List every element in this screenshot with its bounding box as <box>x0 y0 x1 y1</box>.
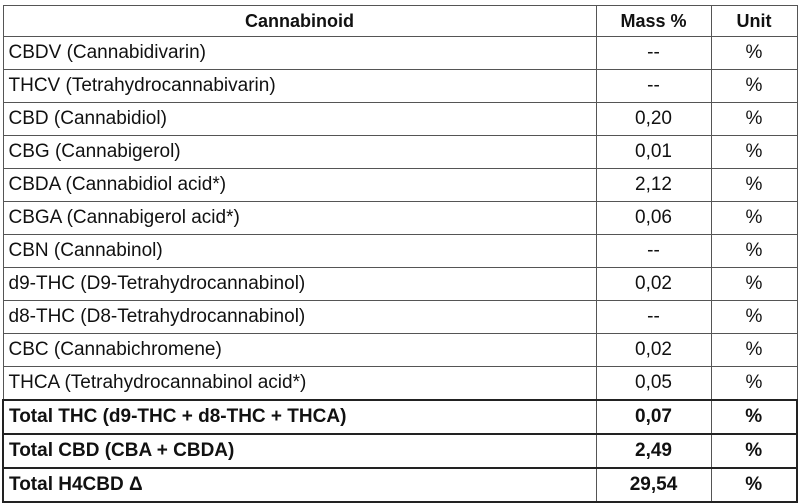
unit-value: % <box>710 168 798 202</box>
mass-value: 0,06 <box>595 201 712 235</box>
unit-value: % <box>710 201 798 235</box>
total-mass-value: 2,49 <box>595 433 712 469</box>
total-unit-value: % <box>710 467 798 503</box>
unit-value: % <box>710 267 798 301</box>
table-row: CBD (Cannabidiol) 0,20 % <box>2 102 798 136</box>
unit-value: % <box>710 234 798 268</box>
cannabinoid-name: CBN (Cannabinol) <box>2 234 597 268</box>
total-name: Total THC (d9-THC + d8-THC + THCA) <box>2 399 597 435</box>
total-row-cbd: Total CBD (CBA + CBDA) 2,49 % <box>2 433 798 469</box>
table-row: CBDA (Cannabidiol acid*) 2,12 % <box>2 168 798 202</box>
mass-value: -- <box>595 300 712 334</box>
total-mass-value: 29,54 <box>595 467 712 503</box>
unit-value: % <box>710 300 798 334</box>
header-cannabinoid: Cannabinoid <box>2 5 597 37</box>
mass-value: -- <box>595 36 712 70</box>
cannabinoid-name: CBDV (Cannabidivarin) <box>2 36 597 70</box>
total-name: Total CBD (CBA + CBDA) <box>2 433 597 469</box>
cannabinoid-name: CBG (Cannabigerol) <box>2 135 597 169</box>
total-mass-value: 0,07 <box>595 399 712 435</box>
mass-value: 0,01 <box>595 135 712 169</box>
table-header-row: Cannabinoid Mass % Unit <box>2 5 798 37</box>
total-unit-value: % <box>710 433 798 469</box>
mass-value: 0,02 <box>595 333 712 367</box>
cannabinoid-name: CBC (Cannabichromene) <box>2 333 597 367</box>
cannabinoid-table: Cannabinoid Mass % Unit CBDV (Cannabidiv… <box>2 5 798 503</box>
table-row: CBGA (Cannabigerol acid*) 0,06 % <box>2 201 798 235</box>
cannabinoid-name: d9-THC (D9-Tetrahydrocannabinol) <box>2 267 597 301</box>
table-row: CBG (Cannabigerol) 0,01 % <box>2 135 798 169</box>
mass-value: 0,20 <box>595 102 712 136</box>
table-row: CBN (Cannabinol) -- % <box>2 234 798 268</box>
total-row-thc: Total THC (d9-THC + d8-THC + THCA) 0,07 … <box>2 399 798 435</box>
unit-value: % <box>710 102 798 136</box>
cannabinoid-name: d8-THC (D8-Tetrahydrocannabinol) <box>2 300 597 334</box>
unit-value: % <box>710 135 798 169</box>
unit-value: % <box>710 36 798 70</box>
table-row: CBDV (Cannabidivarin) -- % <box>2 36 798 70</box>
mass-value: 0,02 <box>595 267 712 301</box>
cannabinoid-name: THCV (Tetrahydrocannabivarin) <box>2 69 597 103</box>
table-row: d9-THC (D9-Tetrahydrocannabinol) 0,02 % <box>2 267 798 301</box>
unit-value: % <box>710 366 798 401</box>
total-name: Total H4CBD Δ <box>2 467 597 503</box>
table-row: CBC (Cannabichromene) 0,02 % <box>2 333 798 367</box>
header-mass-percent: Mass % <box>595 5 712 37</box>
cannabinoid-name: CBGA (Cannabigerol acid*) <box>2 201 597 235</box>
mass-value: 0,05 <box>595 366 712 401</box>
table-row: THCV (Tetrahydrocannabivarin) -- % <box>2 69 798 103</box>
table-row: THCA (Tetrahydrocannabinol acid*) 0,05 % <box>2 366 798 401</box>
cannabinoid-name: CBD (Cannabidiol) <box>2 102 597 136</box>
unit-value: % <box>710 333 798 367</box>
table-row: d8-THC (D8-Tetrahydrocannabinol) -- % <box>2 300 798 334</box>
total-row-h4cbd: Total H4CBD Δ 29,54 % <box>2 467 798 503</box>
cannabinoid-name: THCA (Tetrahydrocannabinol acid*) <box>2 366 597 401</box>
mass-value: -- <box>595 69 712 103</box>
mass-value: 2,12 <box>595 168 712 202</box>
header-unit: Unit <box>710 5 798 37</box>
total-unit-value: % <box>710 399 798 435</box>
unit-value: % <box>710 69 798 103</box>
mass-value: -- <box>595 234 712 268</box>
cannabinoid-name: CBDA (Cannabidiol acid*) <box>2 168 597 202</box>
